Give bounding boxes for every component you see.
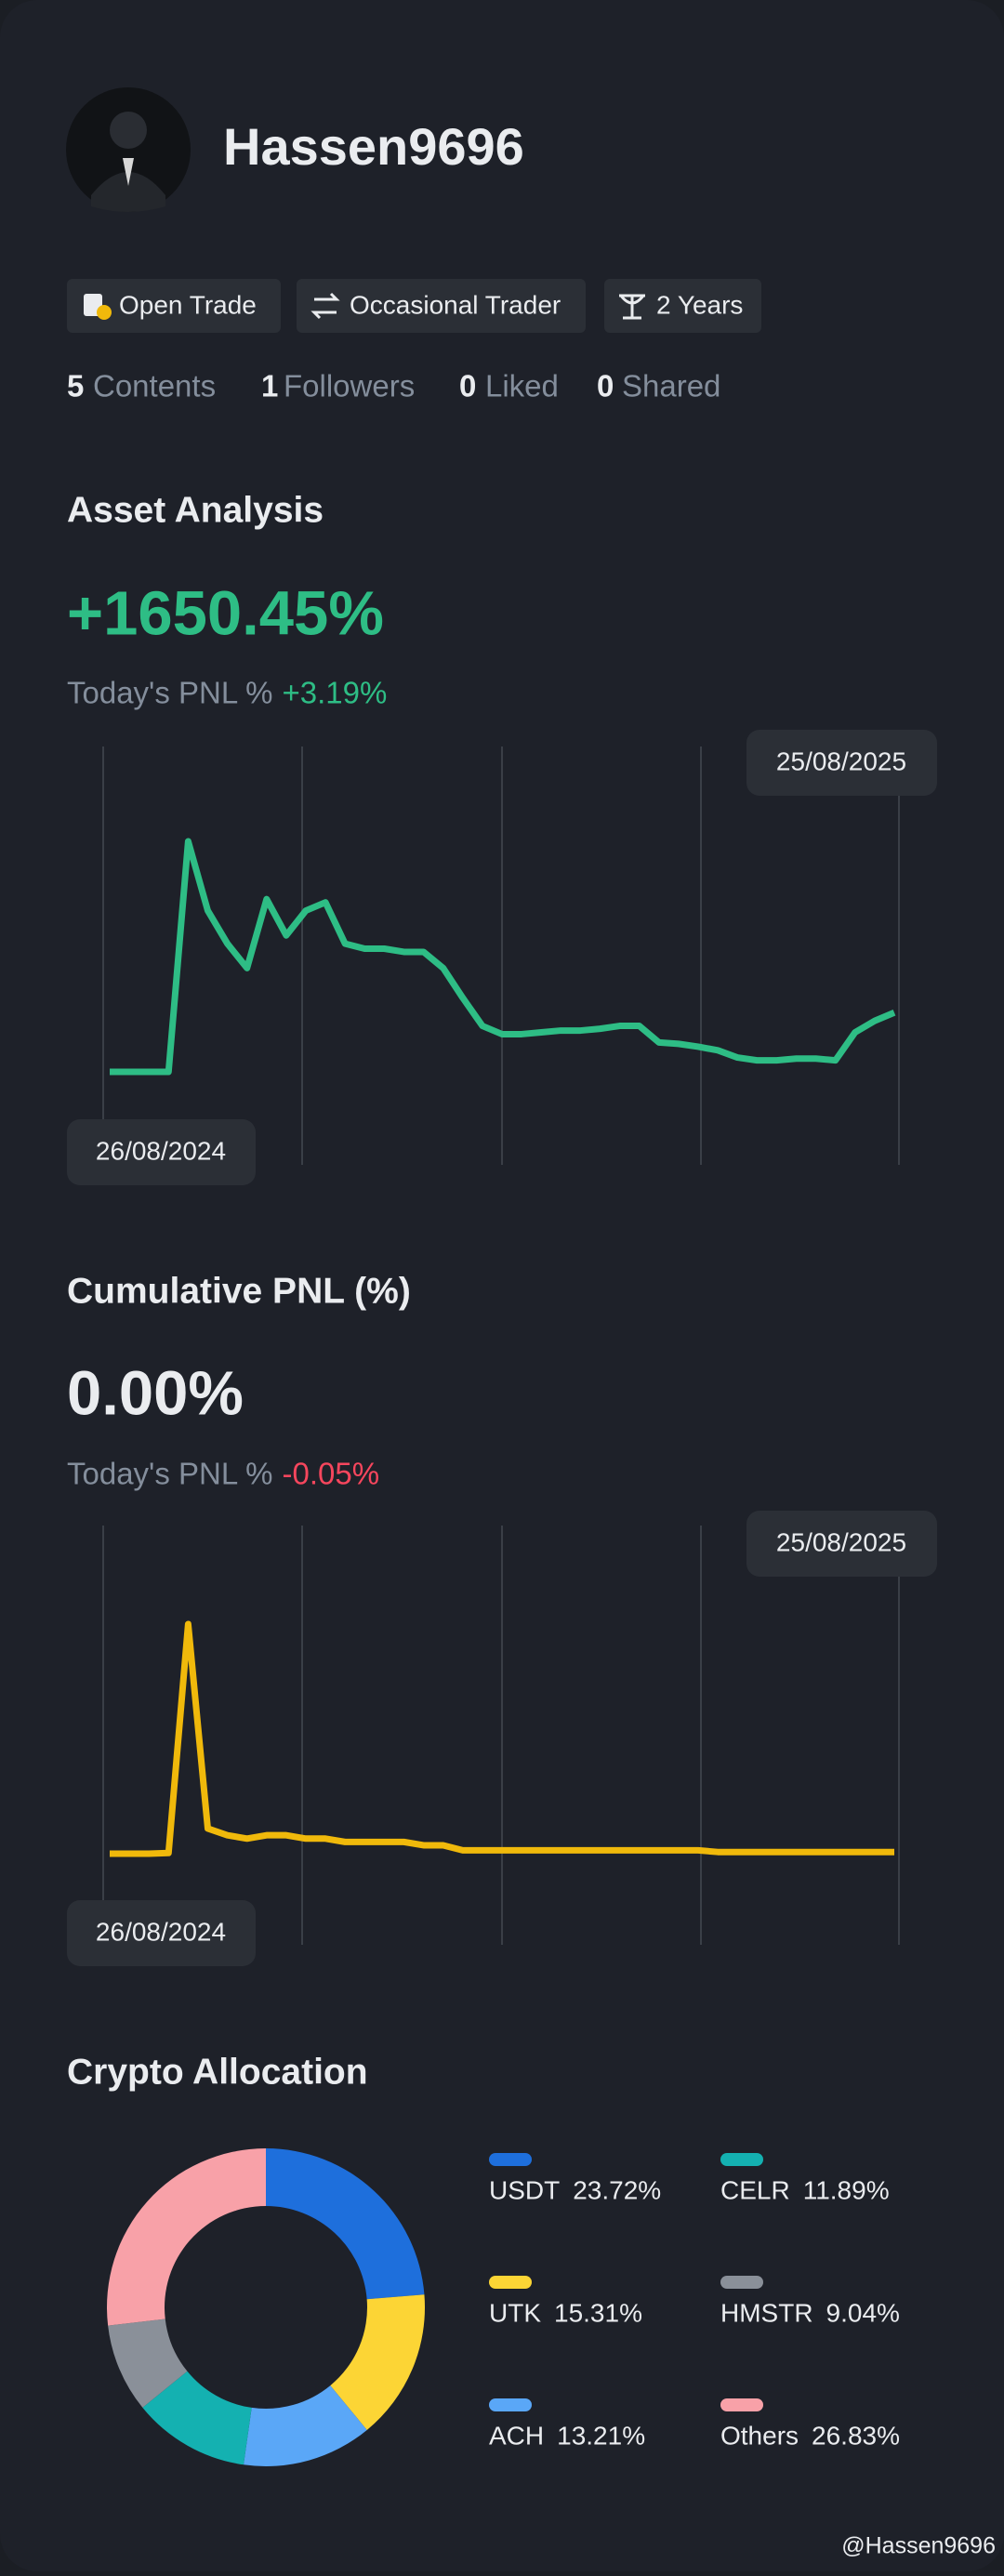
tooltip-box	[746, 730, 937, 796]
section-title: Cumulative PNL (%)	[67, 1271, 411, 1311]
legend-swatch	[720, 2153, 763, 2166]
legend-value: 13.21%	[557, 2421, 645, 2450]
legend-value: 9.04%	[826, 2298, 900, 2327]
label-box	[67, 1119, 256, 1185]
stats: 5 Contents 1 Followers 0 Liked 0 Shared	[67, 369, 720, 403]
badges: Open Trade Occasional Trader 2 Years	[67, 279, 761, 333]
legend-swatch	[720, 2398, 763, 2411]
legend-swatch	[489, 2276, 532, 2289]
end-date: 25/08/2025	[776, 1527, 906, 1556]
legend-name: HMSTR	[720, 2298, 813, 2327]
line	[110, 1620, 894, 1857]
watermark: @Hassen9696	[841, 2533, 996, 2559]
donut-slice	[244, 2385, 367, 2466]
subtitle-value: +3.19%	[283, 676, 388, 710]
legend-name: ACH	[489, 2421, 544, 2450]
donut-slice	[108, 2318, 188, 2408]
legend-name: UTK	[489, 2298, 541, 2327]
stat-label: Contents	[93, 369, 216, 403]
badge: 2 Years	[656, 290, 743, 319]
legend-name: CELR	[720, 2175, 790, 2204]
headline: 0.00%	[67, 1359, 244, 1429]
legend-swatch	[720, 2276, 763, 2289]
line	[110, 838, 896, 1076]
section-title: Asset Analysis	[67, 490, 324, 530]
legend-value: 11.89%	[803, 2175, 890, 2204]
legend-name: Others	[720, 2421, 799, 2450]
stat-label: Liked	[485, 369, 559, 403]
legend-value: 15.31%	[554, 2298, 642, 2327]
stat-label: Followers	[284, 369, 415, 403]
donut-slice	[266, 2148, 425, 2300]
start-date: 26/08/2024	[96, 1917, 226, 1946]
username: Hassen9696	[223, 117, 524, 176]
headline: +1650.45%	[67, 579, 384, 649]
legend-value: 23.72%	[573, 2175, 661, 2204]
legend-swatch	[489, 2398, 532, 2411]
stat-count: 5	[67, 369, 84, 403]
stat-count: 0	[459, 369, 476, 403]
end-date: 25/08/2025	[776, 746, 906, 775]
donut-slice	[142, 2371, 252, 2465]
start-date: 26/08/2024	[96, 1136, 226, 1165]
subtitle: Today's PNL %	[67, 1457, 273, 1491]
legend-value: 26.83%	[812, 2421, 900, 2450]
stat-count: 0	[597, 369, 614, 403]
subtitle-value: -0.05%	[283, 1457, 380, 1491]
badge: Occasional Trader	[350, 290, 561, 319]
donut-slice	[107, 2148, 267, 2326]
legend-swatch	[489, 2153, 532, 2166]
section-title: Crypto Allocation	[67, 2052, 368, 2092]
tooltip-box	[746, 1511, 937, 1577]
stat-count: 1	[261, 369, 278, 403]
avatar	[66, 87, 191, 212]
legend-name: USDT	[489, 2175, 560, 2204]
label-box	[67, 1900, 256, 1966]
subtitle: Today's PNL %	[67, 676, 273, 710]
badge: Open Trade	[119, 290, 257, 319]
stat-label: Shared	[622, 369, 720, 403]
donut-slice	[330, 2294, 425, 2430]
